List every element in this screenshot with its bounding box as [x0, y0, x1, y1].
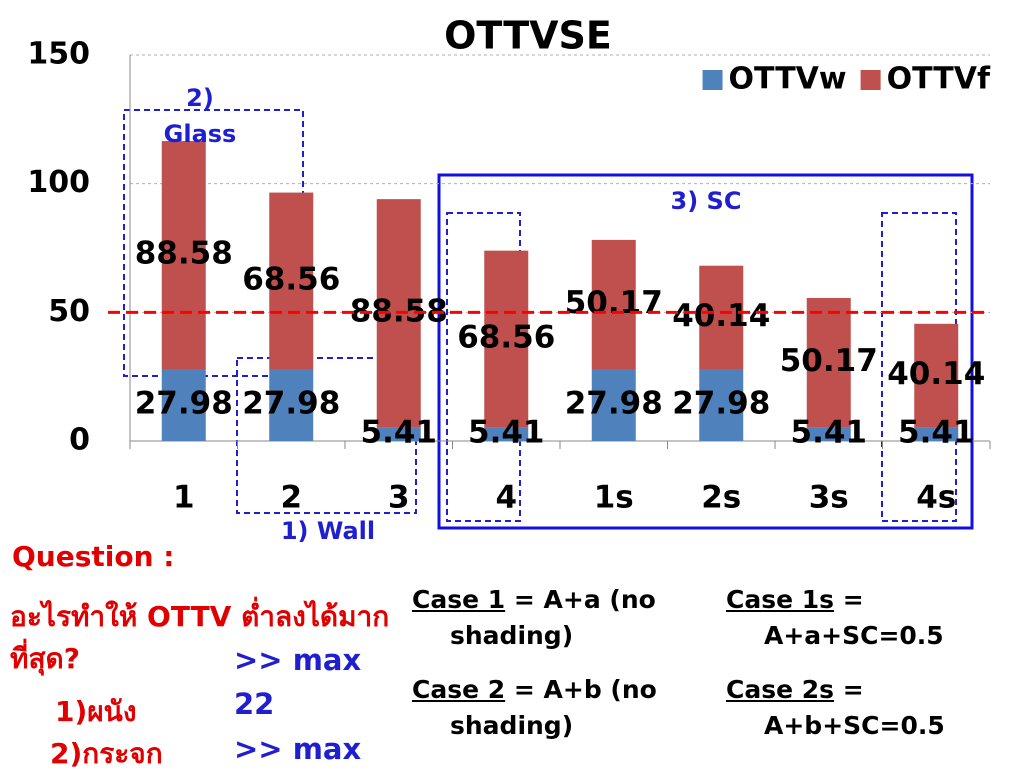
- data-label: 88.58: [135, 236, 233, 272]
- data-label: 40.14: [672, 298, 770, 334]
- data-label: 5.41: [898, 415, 975, 451]
- case-label: Case 1s: [726, 585, 835, 614]
- question-text: อะไรทำให้ OTTV ต่ำลงได้มากที่สุด?: [10, 600, 390, 675]
- y-tick-label: 150: [27, 37, 90, 72]
- legend-label: OTTVw: [729, 62, 847, 97]
- y-tick-label: 0: [69, 423, 90, 458]
- data-label: 68.56: [457, 319, 555, 355]
- note: >> max: [234, 732, 362, 766]
- legend-swatch: [860, 70, 881, 90]
- bar-segment: [699, 368, 744, 441]
- x-tick-label: 3: [388, 480, 410, 516]
- bar-segment: [914, 323, 959, 428]
- case: Case 1s = A+a+SC=0.5: [726, 582, 1014, 654]
- bar-segment: [484, 250, 529, 428]
- x-tick-label: 2s: [701, 480, 741, 516]
- data-label: 27.98: [242, 385, 340, 421]
- x-tick-label: 1: [173, 480, 195, 516]
- x-tick-label: 4s: [916, 480, 956, 516]
- case: Case 2 = A+b (no shading): [412, 672, 750, 744]
- y-tick-label: 100: [27, 165, 90, 200]
- data-label: 50.17: [565, 285, 663, 321]
- x-tick-label: 3s: [809, 480, 849, 516]
- bar-segment: [161, 141, 206, 369]
- case: Case 1 = A+a (no shading): [412, 582, 750, 654]
- question-item: 2)กระจก: [50, 737, 163, 770]
- case-text: = A+a+SC=0.5: [764, 585, 944, 650]
- x-tick-label: 4: [495, 480, 517, 516]
- bar-segment: [806, 427, 851, 441]
- sc-box: [437, 173, 974, 530]
- bar-segment: [161, 368, 206, 441]
- wall-box: [236, 357, 417, 514]
- legend-label: OTTVf: [887, 62, 991, 97]
- case: Case 2s = A+b+SC=0.5: [726, 672, 1014, 744]
- data-label: 5.41: [468, 415, 545, 451]
- question-title: Question :: [12, 540, 175, 573]
- data-label: 50.17: [780, 343, 878, 379]
- data-label: 27.98: [672, 385, 770, 421]
- bar-segment: [806, 297, 851, 428]
- data-label: 40.14: [887, 356, 985, 392]
- data-label: 27.98: [565, 385, 663, 421]
- data-label: 27.98: [135, 385, 233, 421]
- annotation: 3) SC: [671, 187, 742, 215]
- bar-segment: [269, 192, 314, 369]
- case-text: = A+a (no shading): [450, 585, 656, 650]
- x-tick-label: 2: [280, 480, 302, 516]
- case-label: Case 1: [412, 585, 506, 614]
- question-item: 1)ผนัง: [55, 695, 137, 728]
- bar-segment: [699, 265, 744, 369]
- legend-swatch: [702, 70, 723, 90]
- chart-title: OTTVSE: [444, 14, 612, 58]
- case-label: Case 2: [412, 675, 506, 704]
- bar-segment: [269, 368, 314, 441]
- bar-segment: [591, 368, 636, 441]
- bar-segment: [376, 427, 421, 441]
- bar-segment: [484, 427, 529, 441]
- note: >> max 22: [234, 643, 362, 721]
- case-text: = A+b+SC=0.5: [764, 675, 945, 740]
- data-label: 5.41: [791, 415, 868, 451]
- annotation: 2) Glass: [163, 84, 237, 148]
- case4s-box: [881, 212, 957, 522]
- case-label: Case 2s: [726, 675, 835, 704]
- data-label: 68.56: [242, 261, 340, 297]
- case-text: = A+b (no shading): [450, 675, 657, 740]
- x-tick-label: 1s: [594, 480, 634, 516]
- annotation: 1) Wall: [281, 517, 375, 545]
- y-tick-label: 50: [48, 294, 90, 329]
- bar-segment: [591, 239, 636, 369]
- bar-segment: [914, 427, 959, 441]
- data-label: 5.41: [361, 415, 438, 451]
